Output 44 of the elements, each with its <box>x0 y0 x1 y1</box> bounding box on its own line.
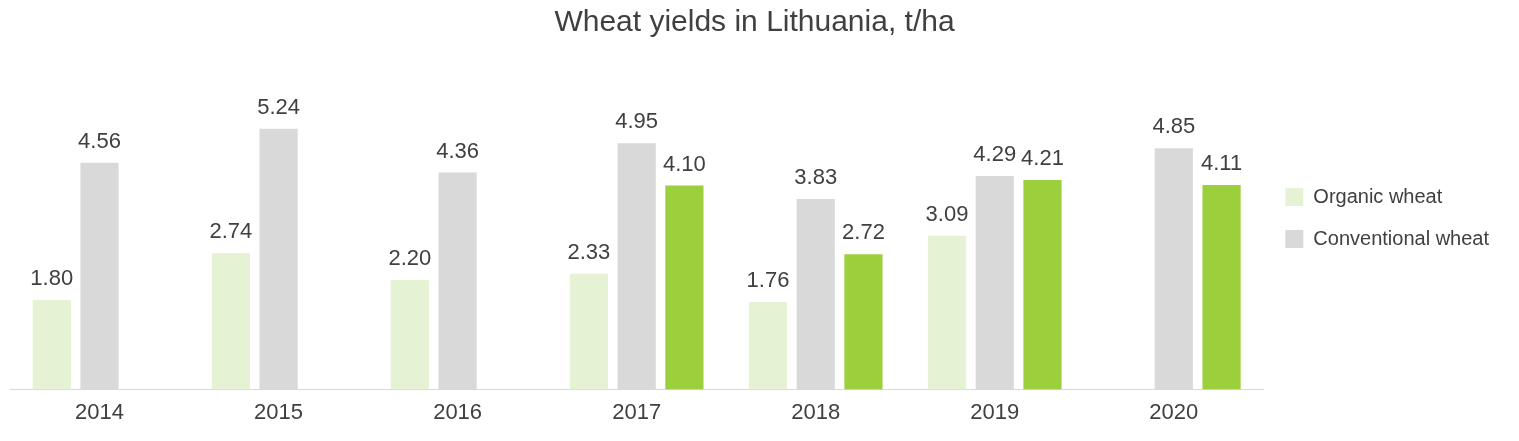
bar <box>211 253 250 390</box>
bar <box>259 128 298 390</box>
bar <box>975 176 1014 390</box>
data-label: 4.85 <box>1152 113 1196 139</box>
bar <box>569 273 609 390</box>
bar <box>796 198 835 390</box>
x-tick-label: 2019 <box>970 398 1020 424</box>
x-tick-label: 2018 <box>791 398 841 424</box>
x-tick-label: 2016 <box>433 398 483 424</box>
legend-label: Conventional wheat <box>1313 226 1490 249</box>
bar <box>32 300 71 390</box>
data-label: 2.33 <box>567 238 611 264</box>
bar <box>748 302 788 390</box>
data-label: 3.09 <box>925 200 969 226</box>
data-label: 4.95 <box>615 108 659 134</box>
bar <box>617 143 656 390</box>
bar <box>927 235 967 390</box>
data-label: 3.83 <box>794 164 838 190</box>
data-label: 2.72 <box>842 219 885 245</box>
bar <box>390 280 429 390</box>
chart-title: Wheat yields in Lithuania, t/ha <box>554 4 955 38</box>
data-label: 1.80 <box>30 265 74 291</box>
bar <box>80 162 119 390</box>
data-label: 4.21 <box>1021 145 1064 171</box>
data-label: 4.36 <box>436 137 480 163</box>
data-label: 4.10 <box>662 150 706 176</box>
data-label: 2.74 <box>209 218 253 244</box>
bar <box>1202 185 1241 390</box>
bar <box>438 172 477 390</box>
bar <box>665 185 704 390</box>
bar <box>1154 148 1193 390</box>
x-tick-label: 2015 <box>254 398 304 424</box>
data-label: 5.24 <box>257 93 300 119</box>
data-label: 4.56 <box>78 127 121 153</box>
x-tick-label: 2014 <box>75 398 124 424</box>
x-tick-label: 2020 <box>1149 398 1199 424</box>
data-label: 2.20 <box>388 245 432 271</box>
bar <box>844 254 883 390</box>
bar <box>1023 180 1062 390</box>
legend-label: Organic wheat <box>1313 184 1443 207</box>
data-label: 4.11 <box>1200 150 1243 176</box>
x-tick-label: 2017 <box>612 398 662 424</box>
data-label: 1.76 <box>746 267 790 293</box>
data-label: 4.29 <box>973 141 1017 167</box>
